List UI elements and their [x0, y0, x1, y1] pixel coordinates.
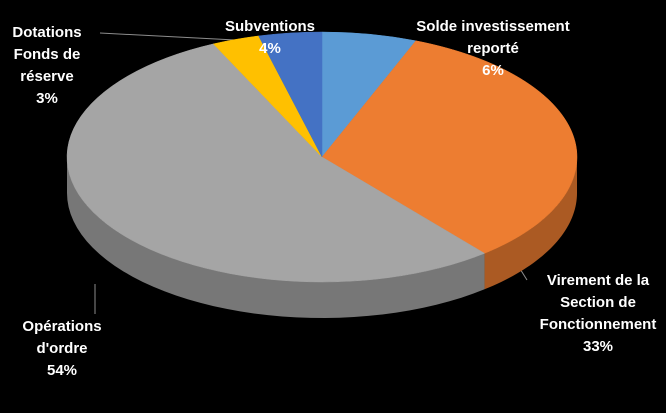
slice — [66, 43, 486, 283]
slice — [321, 40, 578, 254]
data-label: Virement de la Section de Fonctionnement… — [533, 270, 663, 358]
category-label: Solde investissement reporté — [416, 18, 570, 57]
data-label: Subventions 4% — [210, 16, 330, 60]
data-label: Dotations Fonds de réserve 3% — [2, 22, 92, 110]
value-label: 4% — [259, 40, 281, 57]
value-label: 54% — [46, 362, 78, 379]
value-label: 33% — [582, 338, 614, 355]
slice — [258, 31, 323, 158]
category-label: Opérations d'ordre — [22, 318, 102, 357]
category-label: Dotations Fonds de réserve — [12, 24, 82, 85]
value-label: 3% — [36, 90, 58, 107]
data-label: Solde investissement reporté 6% — [393, 16, 593, 82]
slice-side — [484, 157, 577, 290]
data-label: Opérations d'ordre 54% — [2, 316, 122, 382]
category-label: Virement de la Section de Fonctionnement — [539, 272, 657, 333]
slice-side — [67, 157, 485, 318]
category-label: Subventions — [224, 18, 315, 35]
value-label: 6% — [482, 62, 504, 79]
